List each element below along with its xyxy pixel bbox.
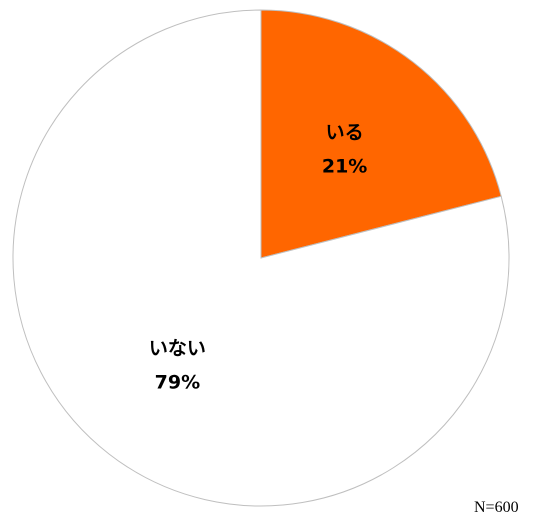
slice-label: いる <box>326 122 364 144</box>
slice-value-label: 21% <box>322 156 367 178</box>
sample-note: N=600 <box>474 499 519 516</box>
pie-slice <box>12 9 510 507</box>
slice-label: いない <box>149 337 206 359</box>
pie-slice <box>260 9 502 259</box>
slice-value-label: 79% <box>155 371 200 393</box>
